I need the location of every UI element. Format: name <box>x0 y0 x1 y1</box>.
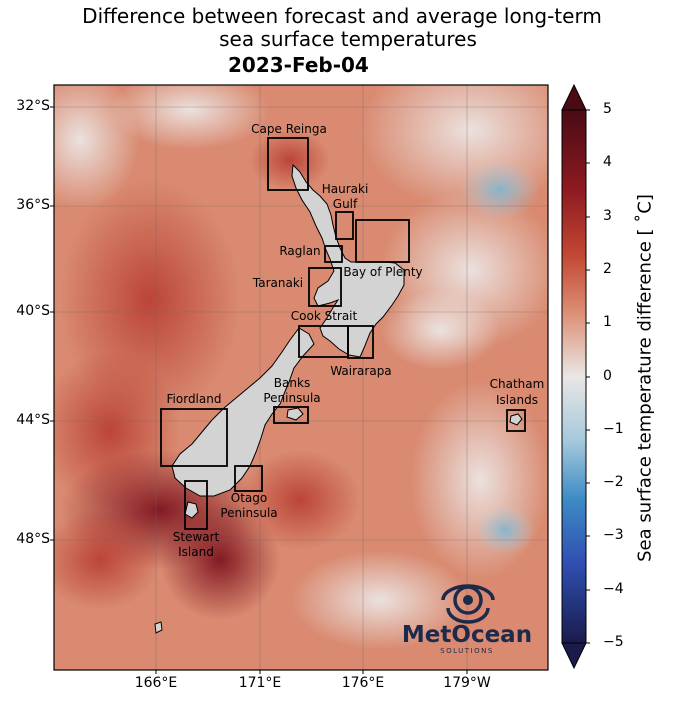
lat-label-44s: 44°S <box>16 412 50 428</box>
chart-title-line2: sea surface temperatures <box>219 27 477 51</box>
cbar-tick-m2: −2 <box>603 474 624 490</box>
box-otago-peninsula[interactable] <box>234 465 263 492</box>
label-chatham-1: Chatham <box>490 377 545 391</box>
cbar-tick-4: 4 <box>603 154 612 170</box>
box-taranaki[interactable] <box>308 267 342 307</box>
cbar-tick-5: 5 <box>603 101 612 117</box>
label-raglan: Raglan <box>279 244 320 258</box>
logo-tagline: SOLUTIONS <box>440 647 494 655</box>
cbar-tick-m5: −5 <box>603 634 624 650</box>
cbar-tick-1: 1 <box>603 314 612 330</box>
cbar-tick-m1: −1 <box>603 421 624 437</box>
lat-label-40s: 40°S <box>16 303 50 319</box>
label-taranaki: Taranaki <box>252 276 303 290</box>
label-cape-reinga: Cape Reinga <box>251 122 327 136</box>
label-otago-2: Peninsula <box>220 506 277 520</box>
label-fiordland: Fiordland <box>167 392 222 406</box>
axis-ticks <box>50 106 468 674</box>
lon-label-176e: 176°E <box>341 675 385 691</box>
colorbar-label: Sea surface temperature difference [ ˚C] <box>634 194 656 562</box>
label-bay-of-plenty: Bay of Plenty <box>343 265 422 279</box>
region-boxes <box>160 137 526 530</box>
box-raglan[interactable] <box>324 245 343 263</box>
label-wairarapa: Wairarapa <box>330 364 391 378</box>
label-cook-strait: Cook Strait <box>291 309 358 323</box>
box-chatham-islands[interactable] <box>506 409 526 432</box>
box-bay-of-plenty[interactable] <box>355 219 410 263</box>
label-chatham-2: Islands <box>496 393 538 407</box>
colorbar <box>561 83 590 670</box>
cbar-tick-m4: −4 <box>603 581 624 597</box>
chart-date: 2023-Feb-04 <box>228 53 369 77</box>
label-stewart-1: Stewart <box>173 530 220 544</box>
cbar-tick-m3: −3 <box>603 527 624 543</box>
lat-label-36s: 36°S <box>16 197 50 213</box>
wave-logo-icon <box>441 584 495 624</box>
new-zealand-land <box>154 163 523 634</box>
lon-label-166e: 166°E <box>134 675 178 691</box>
box-cape-reinga[interactable] <box>267 137 309 191</box>
cbar-tick-2: 2 <box>603 261 612 277</box>
box-stewart-island[interactable] <box>184 480 208 530</box>
small-island <box>154 621 163 634</box>
box-hauraki-gulf[interactable] <box>335 211 354 240</box>
label-hauraki-1: Hauraki <box>322 182 369 196</box>
chatham-island-land <box>509 413 523 426</box>
metocean-logo: MetOcean SOLUTIONS <box>402 584 532 655</box>
chart-title-line1: Difference between forecast and average … <box>82 4 602 28</box>
lon-label-171e: 171°E <box>238 675 282 691</box>
map-frame <box>53 84 549 671</box>
label-banks-1: Banks <box>274 376 310 390</box>
box-wairarapa[interactable] <box>347 325 374 359</box>
label-banks-2: Peninsula <box>263 391 320 405</box>
lon-label-179w: 179°W <box>443 675 491 691</box>
label-stewart-2: Island <box>178 545 214 559</box>
box-fiordland[interactable] <box>160 408 228 467</box>
cbar-tick-0: 0 <box>603 368 612 384</box>
lat-label-48s: 48°S <box>16 531 50 547</box>
banks-peninsula-land <box>286 407 304 421</box>
box-banks-peninsula[interactable] <box>273 406 309 424</box>
lat-label-32s: 32°S <box>16 98 50 114</box>
region-labels: Cape Reinga Hauraki Gulf Raglan Bay of P… <box>167 122 545 559</box>
cbar-tick-3: 3 <box>603 208 612 224</box>
graticule <box>54 85 548 670</box>
logo-wordmark: MetOcean <box>402 622 532 648</box>
label-otago-1: Otago <box>231 491 267 505</box>
label-hauraki-2: Gulf <box>333 197 358 211</box>
